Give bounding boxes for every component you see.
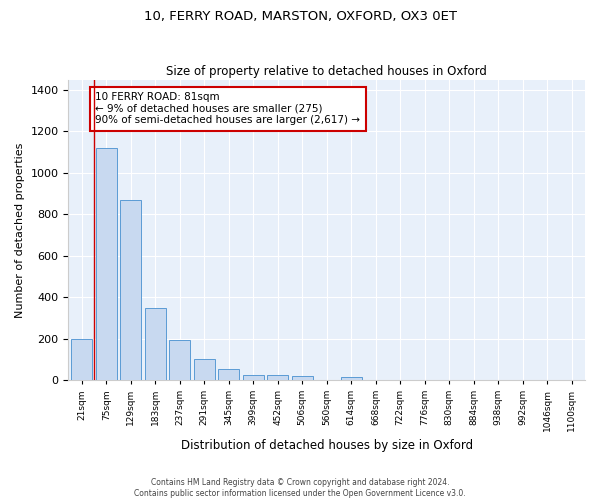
- Bar: [121, 200, 141, 380]
- X-axis label: Distribution of detached houses by size in Oxford: Distribution of detached houses by size …: [181, 440, 473, 452]
- Text: Contains HM Land Registry data © Crown copyright and database right 2024.
Contai: Contains HM Land Registry data © Crown c…: [134, 478, 466, 498]
- Bar: [218, 369, 239, 380]
- Bar: [292, 376, 313, 380]
- Bar: [96, 148, 117, 380]
- Title: Size of property relative to detached houses in Oxford: Size of property relative to detached ho…: [166, 66, 487, 78]
- Text: 10, FERRY ROAD, MARSTON, OXFORD, OX3 0ET: 10, FERRY ROAD, MARSTON, OXFORD, OX3 0ET: [143, 10, 457, 23]
- Bar: [194, 360, 215, 380]
- Y-axis label: Number of detached properties: Number of detached properties: [15, 142, 25, 318]
- Bar: [268, 376, 288, 380]
- Bar: [71, 339, 92, 380]
- Text: 10 FERRY ROAD: 81sqm
← 9% of detached houses are smaller (275)
90% of semi-detac: 10 FERRY ROAD: 81sqm ← 9% of detached ho…: [95, 92, 361, 126]
- Bar: [243, 375, 263, 380]
- Bar: [145, 308, 166, 380]
- Bar: [341, 377, 362, 380]
- Bar: [169, 340, 190, 380]
